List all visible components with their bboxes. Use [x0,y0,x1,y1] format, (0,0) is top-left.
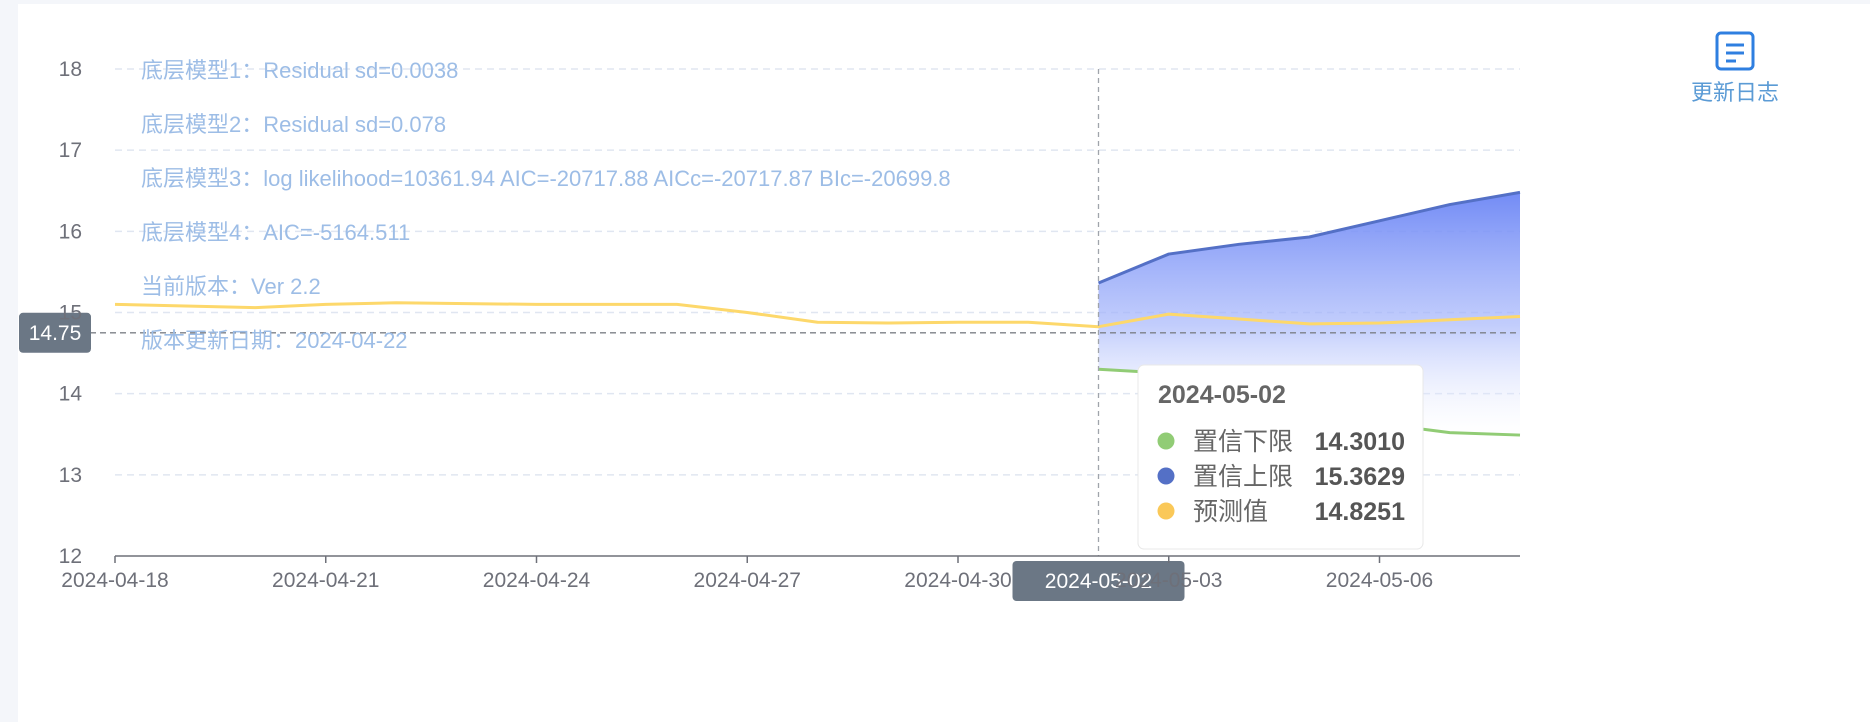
x-pointer-label: 2024-05-02 [1045,570,1152,593]
x-tick-label: 2024-04-30 [904,569,1011,592]
tooltip-marker [1157,432,1175,450]
tooltip-series-name: 置信下限 [1193,428,1293,456]
model-annotation: 底层模型4：AIC=-5164.511 [141,220,410,245]
model-annotation: 底层模型3：log likelihood=10361.94 AIC=-20717… [141,166,951,191]
x-tick-label: 2024-04-27 [694,569,801,592]
model-annotation: 底层模型1：Residual sd=0.0038 [141,58,458,83]
x-tick-label: 2024-04-21 [272,569,379,592]
tooltip-series-name: 预测值 [1193,498,1268,526]
x-tick-label: 2024-04-18 [61,569,168,592]
tooltip-marker [1157,467,1175,485]
x-pointer-badge [1012,561,1185,601]
x-tick-label: 2024-04-24 [483,569,591,592]
y-tick-label: 12 [59,545,82,568]
changelog-label[interactable]: 更新日志 [1691,80,1779,105]
chart-card: 14.75 2024-05-02 底层模型1：Residual sd=0.0038… [18,4,1870,722]
y-tick-label: 17 [59,139,82,162]
y-tick-label: 15 [59,302,82,325]
tooltip-series-value: 15.3629 [1315,463,1405,491]
model-annotation: 版本更新日期：2024-04-22 [141,328,408,353]
y-tick-label: 14 [59,383,83,406]
x-tick-label: 2024-05-06 [1326,569,1433,592]
forecast-chart: 14.75 2024-05-02 底层模型1：Residual sd=0.0038… [19,31,1779,601]
tooltip-marker [1157,502,1175,520]
tooltip-series-value: 14.3010 [1315,428,1405,456]
x-tick-label: 2024-05-03 [1115,569,1222,592]
tooltip-series-name: 置信上限 [1193,463,1293,491]
changelog-button[interactable]: 更新日志 [1691,31,1779,105]
tooltip: 2024-05-02 置信下限 14.3010 置信上限 15.3629 预测值 14.82… [1137,364,1424,550]
y-tick-label: 18 [59,58,82,81]
tooltip-series-value: 14.8251 [1315,498,1405,526]
model-annotation: 底层模型2：Residual sd=0.078 [141,112,446,137]
y-tick-label: 13 [59,464,82,487]
tooltip-box [1137,364,1424,550]
document-icon[interactable] [1715,31,1755,71]
model-annotation: 当前版本：Ver 2.2 [141,274,321,299]
forecast-line [114,301,1521,329]
y-tick-label: 16 [59,220,82,243]
upper-bound-line [1097,190,1521,285]
y-pointer-badge [19,312,91,353]
tooltip-title: 2024-05-02 [1158,381,1286,409]
y-pointer-label: 14.75 [29,322,82,345]
